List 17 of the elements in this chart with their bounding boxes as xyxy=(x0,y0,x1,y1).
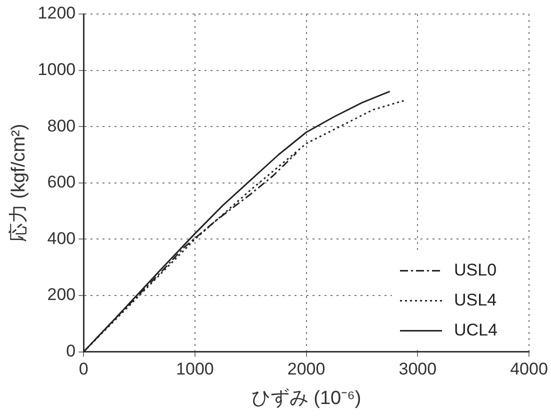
y-tick-label: 200 xyxy=(47,285,76,304)
x-tick-label: 0 xyxy=(78,360,88,379)
legend-label: USL0 xyxy=(454,260,497,280)
x-tick-label: 3000 xyxy=(398,360,437,379)
y-tick-label: 1200 xyxy=(38,4,76,23)
y-tick-label: 0 xyxy=(66,341,76,360)
y-tick-label: 1000 xyxy=(38,60,76,79)
x-tick-label: 1000 xyxy=(176,360,214,379)
y-tick-label: 800 xyxy=(47,116,76,136)
y-tick-label: 600 xyxy=(47,172,76,192)
legend-label: UCL4 xyxy=(454,320,498,340)
x-tick-label: 4000 xyxy=(510,360,548,379)
y-tick-label: 400 xyxy=(47,228,76,248)
legend-label: USL4 xyxy=(454,290,497,310)
x-axis-title: ひずみ (10⁻⁶) xyxy=(251,388,362,409)
x-tick-label: 2000 xyxy=(287,360,326,379)
y-axis-title: 応力 (kgf/cm²) xyxy=(8,124,30,242)
